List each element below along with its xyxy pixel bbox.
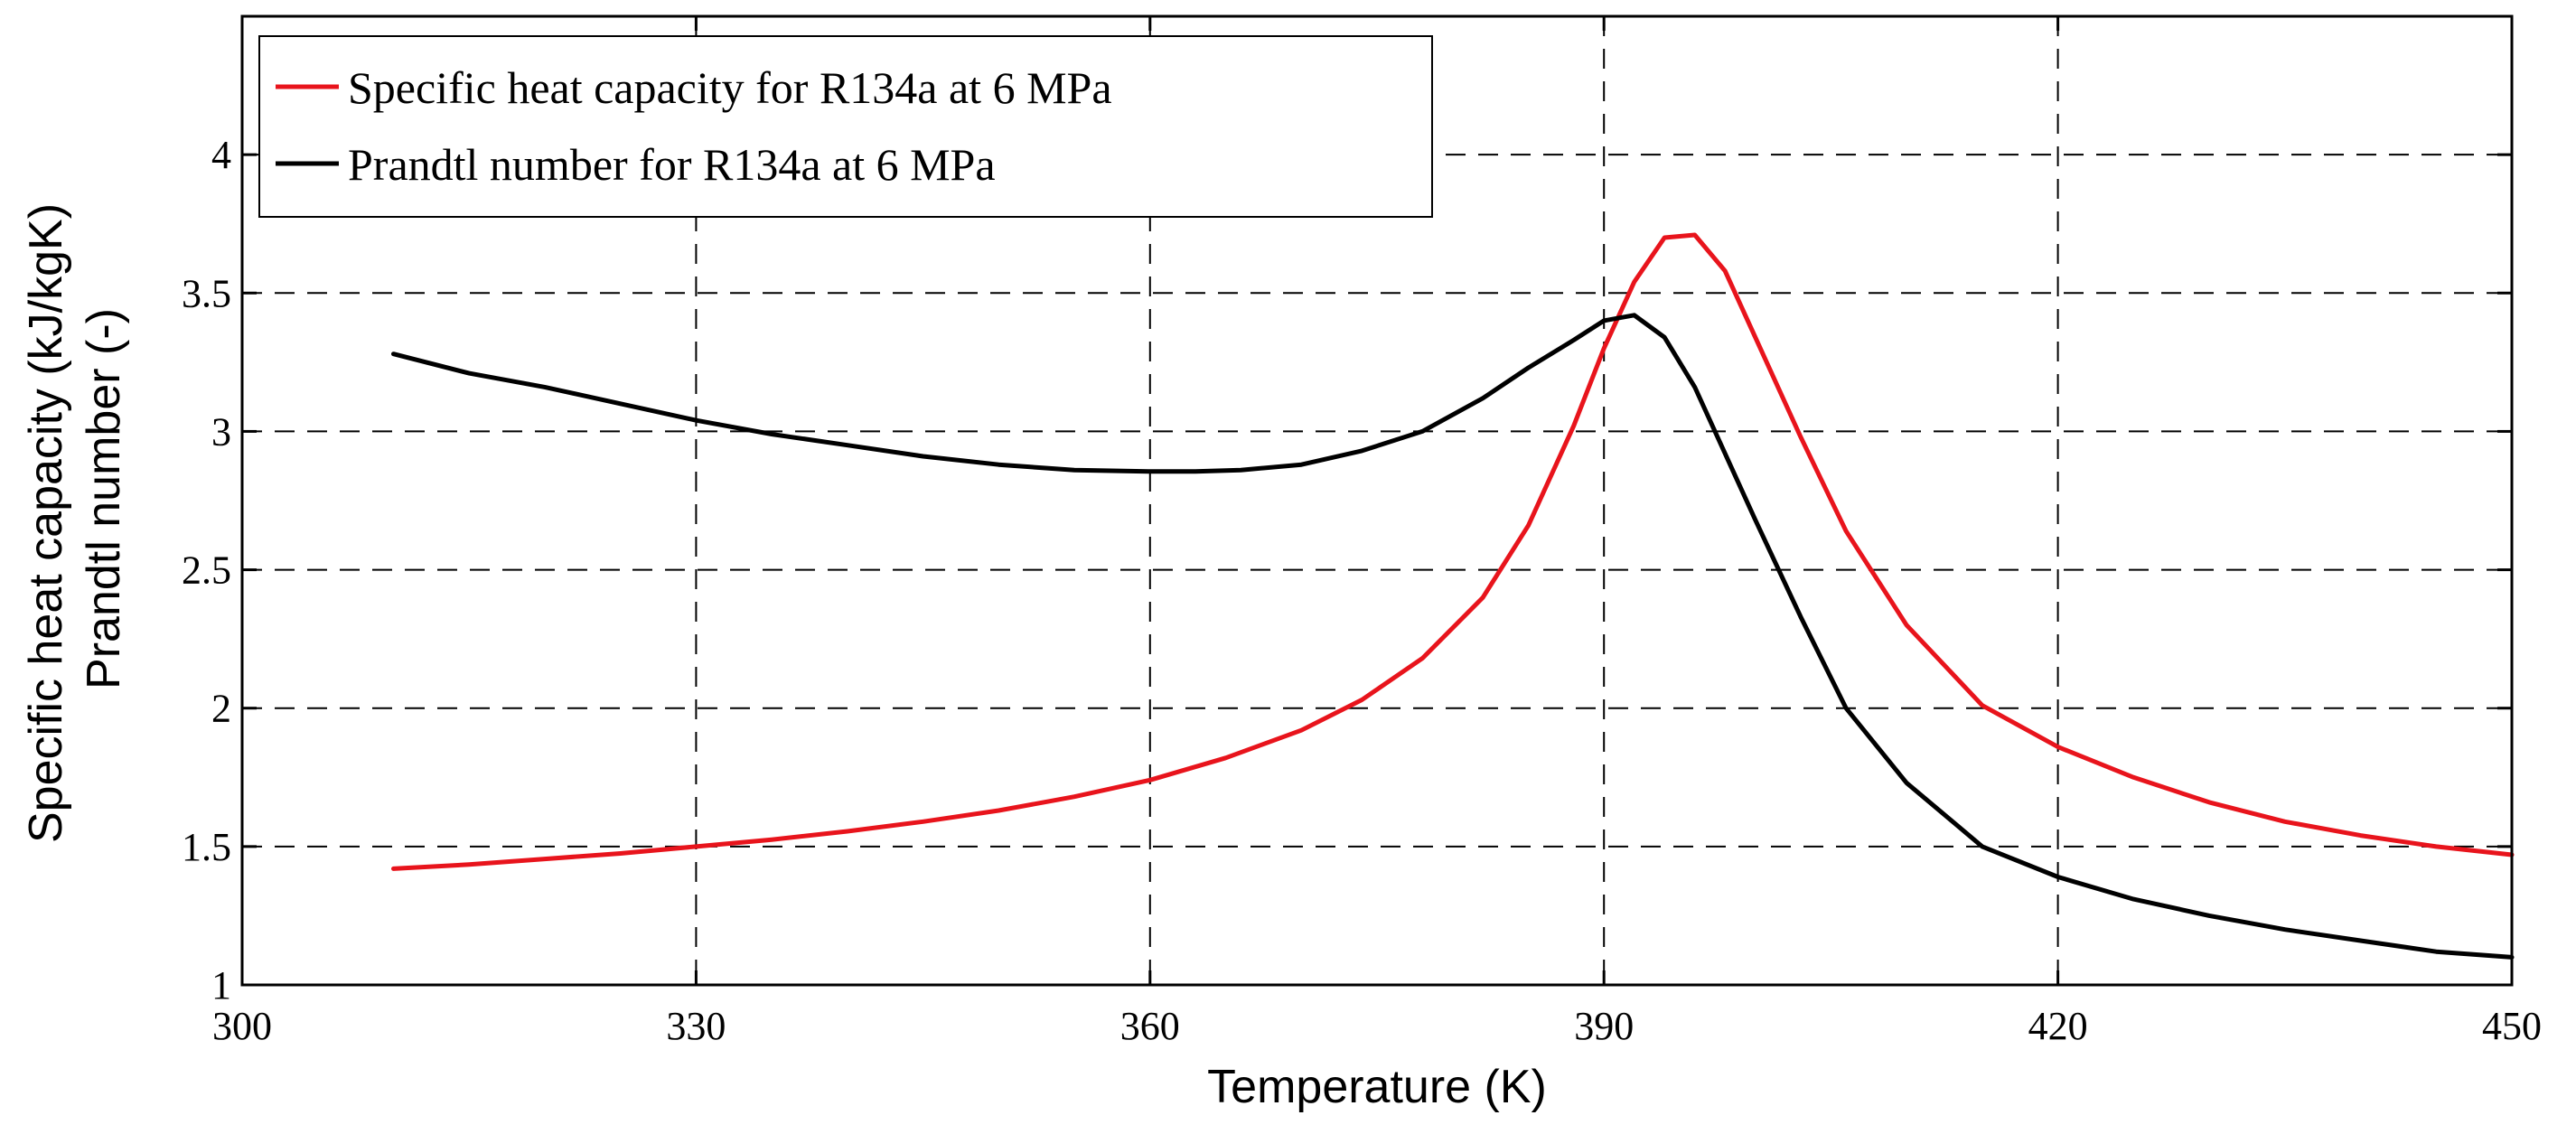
y-tick-label-2: 2 xyxy=(211,687,231,731)
x-tick-label-390: 390 xyxy=(1574,1004,1634,1048)
x-tick-label-420: 420 xyxy=(2028,1004,2088,1048)
y-tick-label-6: 4 xyxy=(211,133,231,177)
y-tick-label-3: 2.5 xyxy=(182,548,231,593)
y-axis-label-line-1: Specific heat capacity (kJ/kgK) xyxy=(20,203,72,843)
x-tick-label-300: 300 xyxy=(212,1004,272,1048)
legend-entry-prandtl: Prandtl number for R134a at 6 MPa xyxy=(348,139,996,190)
y-tick-label-1: 1.5 xyxy=(182,825,231,869)
plot-frame xyxy=(240,14,2514,987)
x-axis-label: Temperature (K) xyxy=(1207,1061,1547,1113)
series-line-specific-heat xyxy=(391,232,2515,871)
grid-lines xyxy=(242,16,2512,985)
legend-entry-specific-heat: Specific heat capacity for R134a at 6 MP… xyxy=(348,62,1112,113)
y-axis-label: Specific heat capacity (kJ/kgK) Prandtl … xyxy=(20,203,130,843)
x-tick-label-450: 450 xyxy=(2482,1004,2542,1048)
x-tick-label-360: 360 xyxy=(1120,1004,1180,1048)
y-axis-label-line-2: Prandtl number (-) xyxy=(78,308,130,689)
y-tick-label-4: 3 xyxy=(211,409,231,454)
y-tick-label-5: 3.5 xyxy=(182,271,231,315)
axis-ticks: 300 330 360 390 420 450 1 1.5 2 2.5 3 3.5 4 xyxy=(182,16,2542,1048)
x-tick-label-330: 330 xyxy=(666,1004,726,1048)
legend: Specific heat capacity for R134a at 6 MP… xyxy=(258,35,1433,218)
legend-box xyxy=(258,35,1433,218)
series-group xyxy=(391,232,2515,960)
series-line-prandtl xyxy=(391,313,2515,960)
y-tick-label-0: 1 xyxy=(211,963,231,1007)
